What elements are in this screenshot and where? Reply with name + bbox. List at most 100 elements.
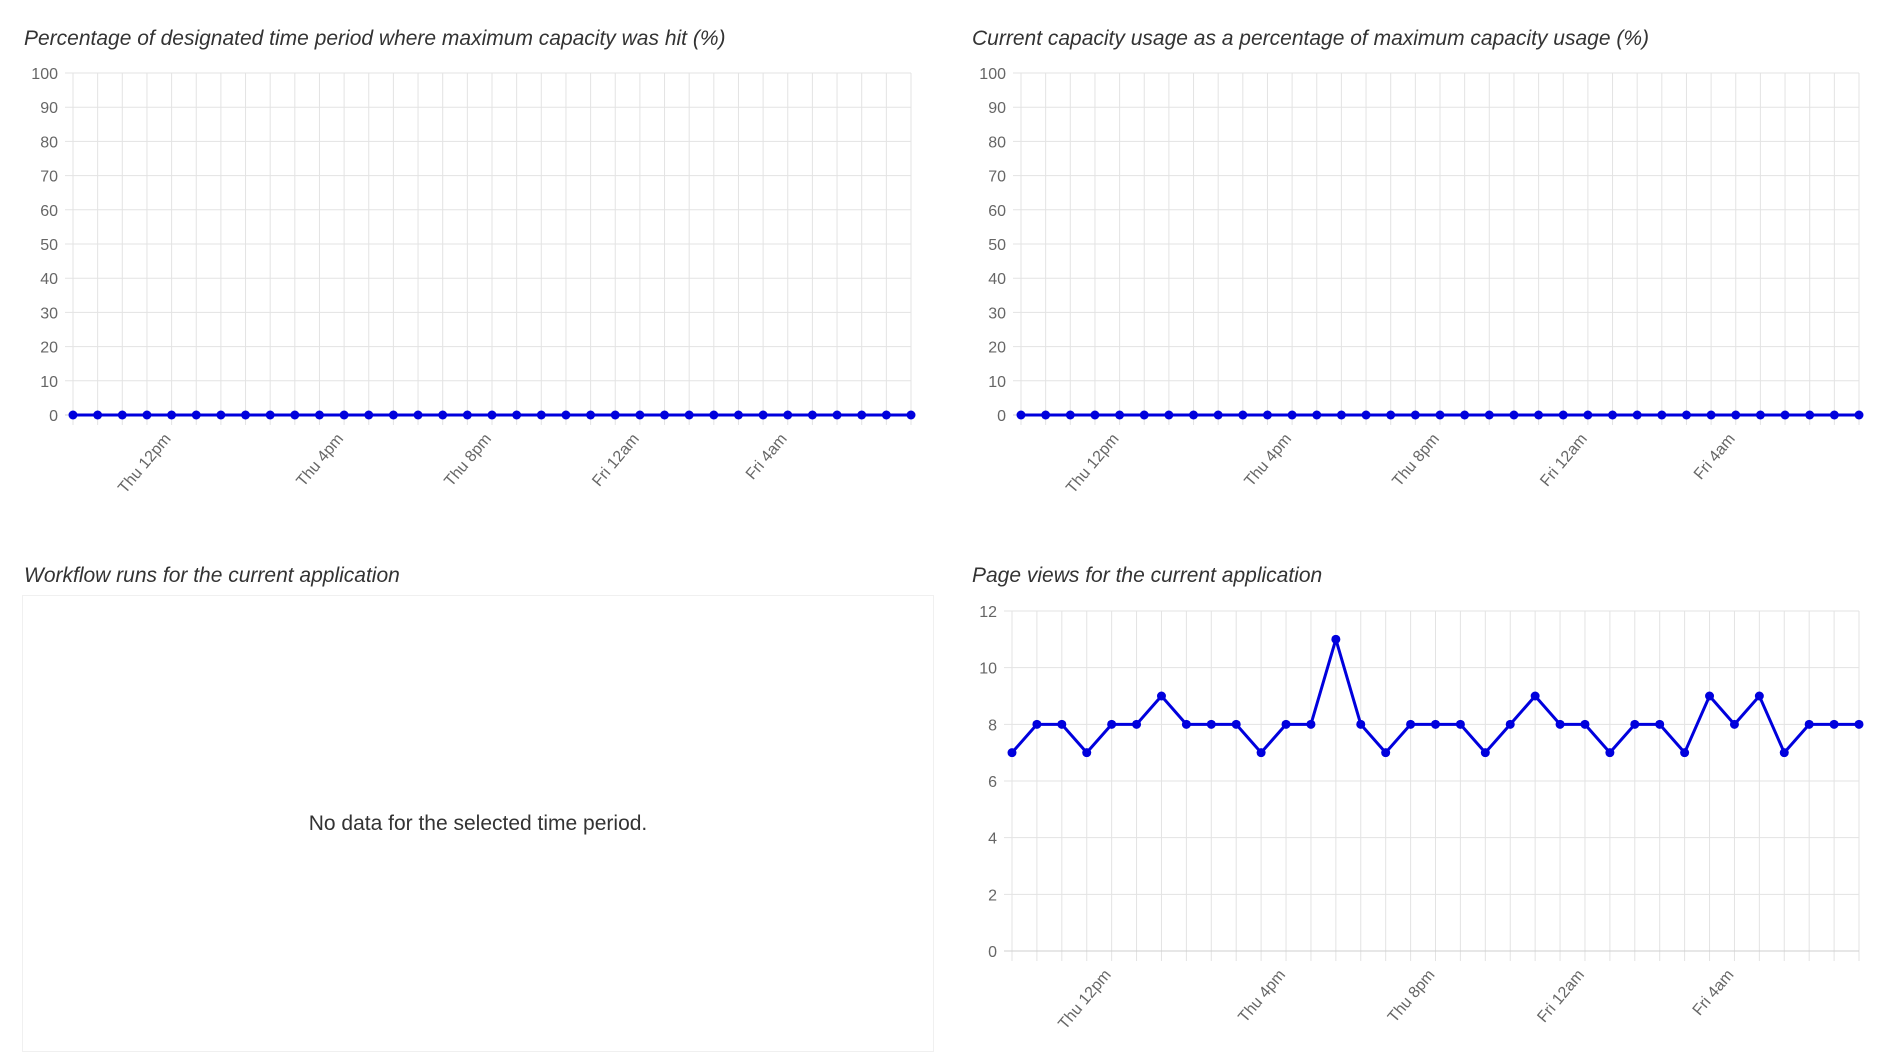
data-point (1509, 410, 1519, 420)
data-point (413, 410, 423, 420)
y-tick-label: 0 (988, 944, 997, 961)
data-point (1484, 410, 1494, 420)
data-point (857, 410, 867, 420)
data-point (1729, 719, 1739, 729)
data-point (1386, 410, 1396, 420)
chart-title-capacity-usage: Current capacity usage as a percentage o… (972, 27, 1649, 50)
data-point (142, 410, 152, 420)
data-point (1331, 634, 1341, 644)
x-tick-label: Fri 4am (1691, 431, 1739, 483)
data-point (881, 410, 891, 420)
data-point (807, 410, 817, 420)
y-tick-label: 100 (31, 66, 58, 83)
panel-title-workflow-runs: Workflow runs for the current applicatio… (24, 564, 400, 587)
y-tick-label: 0 (997, 408, 1006, 425)
y-tick-label: 50 (988, 237, 1006, 254)
y-tick-label: 40 (40, 271, 58, 288)
data-point (1231, 719, 1241, 729)
data-point (1558, 410, 1568, 420)
y-tick-label: 10 (979, 661, 997, 678)
data-point (1032, 719, 1042, 729)
y-tick-label: 10 (40, 374, 58, 391)
data-point (586, 410, 596, 420)
x-tick-label: Thu 8pm (441, 431, 495, 490)
data-point (561, 410, 571, 420)
data-point (68, 410, 78, 420)
no-data-message: No data for the selected time period. (308, 811, 648, 835)
data-point (1139, 410, 1149, 420)
data-point (1213, 410, 1223, 420)
data-point (536, 410, 546, 420)
data-point (1829, 410, 1839, 420)
data-point (167, 410, 177, 420)
y-tick-label: 20 (40, 340, 58, 357)
y-tick-label: 8 (988, 717, 997, 734)
data-point (1534, 410, 1544, 420)
data-point (1361, 410, 1371, 420)
data-point (1312, 410, 1322, 420)
x-tick-label: Fri 12am (1534, 967, 1588, 1026)
data-point (191, 410, 201, 420)
x-tick-label: Thu 8pm (1385, 967, 1439, 1026)
data-point (1655, 719, 1665, 729)
data-point (1530, 691, 1540, 701)
data-point (1583, 410, 1593, 420)
data-point (635, 410, 645, 420)
x-tick-label: Thu 8pm (1389, 431, 1443, 490)
data-point (1608, 410, 1618, 420)
data-point (1731, 410, 1741, 420)
y-tick-label: 60 (988, 203, 1006, 220)
data-point (1480, 748, 1490, 758)
data-point (1779, 748, 1789, 758)
data-point (1410, 410, 1420, 420)
data-point (1115, 410, 1125, 420)
data-point (1680, 748, 1690, 758)
y-tick-label: 30 (40, 305, 58, 322)
data-point (1705, 691, 1715, 701)
data-point (1306, 719, 1316, 729)
data-point (1090, 410, 1100, 420)
data-point (487, 410, 497, 420)
y-tick-label: 60 (40, 203, 58, 220)
data-point (1630, 719, 1640, 729)
y-tick-label: 70 (40, 169, 58, 186)
y-tick-label: 70 (988, 169, 1006, 186)
data-point (1681, 410, 1691, 420)
y-tick-label: 80 (988, 134, 1006, 151)
data-point (758, 410, 768, 420)
y-tick-label: 50 (40, 237, 58, 254)
chart-title-page-views: Page views for the current application (972, 564, 1323, 587)
data-point (512, 410, 522, 420)
data-point (1805, 410, 1815, 420)
data-point (241, 410, 251, 420)
x-tick-label: Fri 4am (743, 431, 791, 483)
y-tick-label: 30 (988, 305, 1006, 322)
data-point (1657, 410, 1667, 420)
data-point (93, 410, 103, 420)
y-tick-label: 12 (979, 604, 997, 621)
data-point (733, 410, 743, 420)
x-tick-label: Fri 4am (1690, 967, 1738, 1019)
data-point (1206, 719, 1216, 729)
y-tick-label: 20 (988, 340, 1006, 357)
data-point (1632, 410, 1642, 420)
data-point (438, 410, 448, 420)
data-point (684, 410, 694, 420)
data-point (1605, 748, 1615, 758)
data-point (1057, 719, 1067, 729)
workflow-runs-empty-panel: No data for the selected time period. (22, 595, 934, 1052)
y-tick-label: 2 (988, 887, 997, 904)
x-tick-label: Thu 4pm (1235, 967, 1289, 1026)
data-point (1829, 719, 1839, 729)
y-tick-label: 90 (40, 100, 58, 117)
data-point (1007, 748, 1017, 758)
data-point (1336, 410, 1346, 420)
data-point (1754, 691, 1764, 701)
data-point (1041, 410, 1051, 420)
data-point (1107, 719, 1117, 729)
data-point (1555, 719, 1565, 729)
data-point (1854, 410, 1864, 420)
data-point (1381, 748, 1391, 758)
data-point (1854, 719, 1864, 729)
data-point (1287, 410, 1297, 420)
